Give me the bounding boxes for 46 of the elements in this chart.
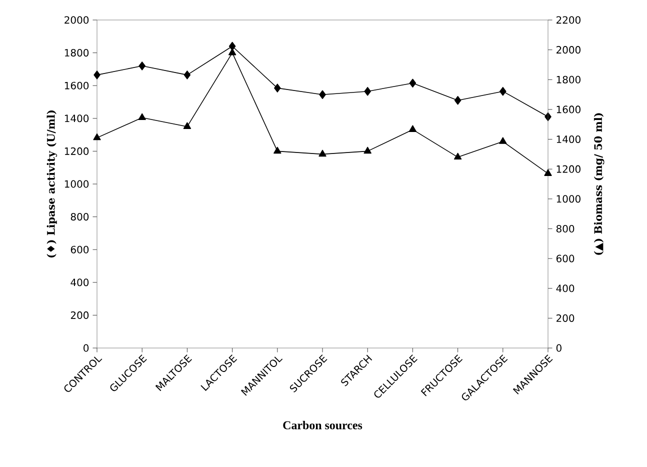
y-tick-label: 1800 [64,49,89,57]
y-tick-label: 800 [70,213,89,221]
y-axis-title: (♦) Lipase activity (U/ml) [46,110,58,258]
point [409,78,416,88]
point [138,62,146,70]
y2-tick-label: 1600 [556,106,580,114]
point [544,169,552,176]
point [408,125,417,132]
point [454,96,462,105]
point [183,122,192,129]
point [454,152,462,160]
y-tick-label: 0 [84,344,89,352]
y2-tick-label: 1800 [556,76,580,84]
y2-tick-label: 1200 [556,165,580,173]
point [500,86,506,96]
y2-tick-label: 1400 [556,135,580,144]
point [94,70,100,80]
y2-tick-label: 2000 [556,46,580,54]
y2-tick-label: 600 [556,254,574,262]
point [228,42,236,51]
point [318,150,326,157]
y2-tick-label: 400 [556,284,574,292]
y-tick-label: 200 [70,311,89,319]
y2-tick-label: 0 [556,344,562,352]
point [364,86,371,96]
y-tick-label: 1000 [64,180,89,188]
point [274,84,281,92]
y2-tick-label: 1000 [556,195,580,203]
point [319,90,326,99]
y2-tick-label: 800 [556,224,574,232]
y2-axis-title: (▲) Biomass (mg/ 50 ml) [594,113,604,255]
point [93,133,101,140]
y-tick-label: 2000 [64,16,89,24]
y2-tick-label: 200 [556,314,574,322]
y2-tick-label: 2200 [556,16,580,24]
point [138,113,146,120]
y-tick-label: 1400 [64,114,89,122]
y-tick-label: 1600 [64,82,89,90]
point [184,70,191,80]
y-tick-label: 1200 [64,147,89,155]
y-tick-label: 400 [70,278,89,286]
point [499,137,507,144]
x-axis-title: Carbon sources [283,420,362,430]
y-tick-label: 600 [70,246,89,254]
point [274,146,282,154]
point [364,146,372,154]
